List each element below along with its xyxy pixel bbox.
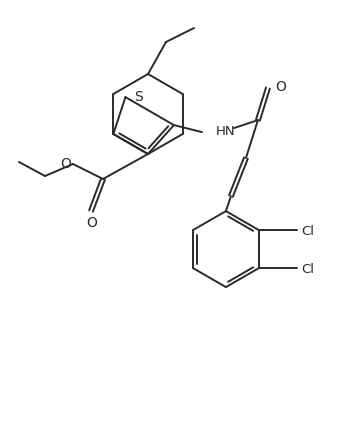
Text: S: S — [134, 90, 143, 104]
Text: O: O — [87, 216, 98, 230]
Text: O: O — [61, 157, 71, 171]
Text: HN: HN — [216, 124, 235, 137]
Text: O: O — [275, 80, 286, 94]
Text: Cl: Cl — [301, 262, 314, 275]
Text: Cl: Cl — [301, 224, 314, 237]
